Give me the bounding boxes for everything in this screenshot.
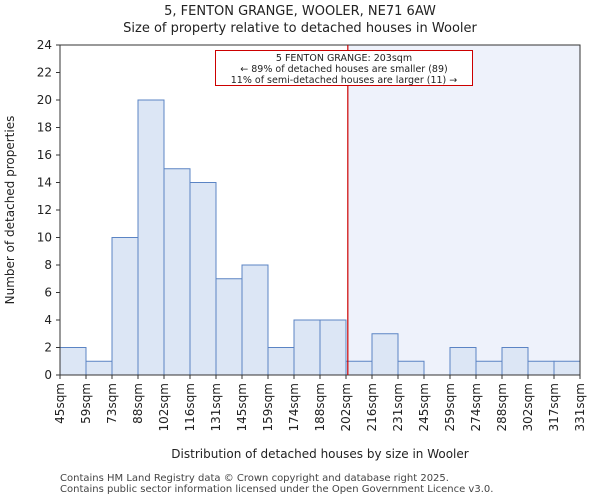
- y-tick-label: 14: [37, 176, 52, 190]
- y-tick-label: 2: [44, 341, 52, 355]
- x-tick-label: 145sqm: [235, 383, 249, 431]
- x-tick-label: 174sqm: [287, 383, 301, 431]
- bar-45sqm: [59, 347, 87, 376]
- x-tick-label: 302sqm: [521, 383, 535, 431]
- x-tick-label: 231sqm: [391, 383, 405, 431]
- bar-216sqm: [371, 333, 399, 376]
- highlight-region: [347, 45, 580, 375]
- x-tick-label: 202sqm: [339, 383, 353, 431]
- bar-202sqm: [345, 360, 373, 376]
- y-tick-label: 20: [37, 93, 52, 107]
- x-tick-label: 73sqm: [105, 383, 119, 424]
- bar-274sqm: [475, 360, 503, 376]
- bar-188sqm: [319, 319, 347, 376]
- y-tick-label: 0: [44, 368, 52, 382]
- bar-159sqm: [267, 347, 295, 376]
- x-tick-label: 216sqm: [365, 383, 379, 431]
- x-axis-label: Distribution of detached houses by size …: [171, 447, 468, 461]
- x-tick-label: 45sqm: [53, 383, 67, 424]
- x-tick-label: 259sqm: [443, 383, 457, 431]
- bar-131sqm: [215, 278, 243, 376]
- y-tick-label: 6: [44, 286, 52, 300]
- bar-88sqm: [137, 99, 165, 376]
- chart-subtitle: Size of property relative to detached ho…: [123, 21, 477, 36]
- annotation-line-1: 5 FENTON GRANGE: 203sqm: [275, 53, 413, 64]
- annotation-line-2: ← 89% of detached houses are smaller (89…: [240, 64, 448, 75]
- property-annotation-box: 5 FENTON GRANGE: 203sqm ← 89% of detache…: [215, 50, 473, 86]
- x-tick-label: 188sqm: [313, 383, 327, 431]
- y-tick-label: 18: [37, 121, 52, 135]
- bar-116sqm: [189, 182, 217, 376]
- x-tick-label: 288sqm: [495, 383, 509, 431]
- bar-259sqm: [449, 347, 477, 376]
- x-tick-label: 159sqm: [261, 383, 275, 431]
- y-tick-label: 10: [37, 231, 52, 245]
- y-tick-label: 8: [44, 258, 52, 272]
- y-tick-label: 12: [37, 203, 52, 217]
- bar-73sqm: [111, 237, 139, 376]
- bar-174sqm: [293, 319, 321, 376]
- bar-288sqm: [501, 347, 529, 376]
- annotation-line-3: 11% of semi-detached houses are larger (…: [230, 75, 458, 86]
- x-tick-label: 131sqm: [209, 383, 223, 431]
- x-tick-label: 88sqm: [131, 383, 145, 424]
- bar-102sqm: [163, 168, 191, 376]
- x-tick-label: 59sqm: [79, 383, 93, 424]
- footer-licence: Contains public sector information licen…: [60, 484, 494, 495]
- bar-145sqm: [241, 264, 269, 376]
- y-tick-label: 22: [37, 66, 52, 80]
- footer-copyright: Contains HM Land Registry data © Crown c…: [60, 473, 449, 484]
- x-tick-label: 274sqm: [469, 383, 483, 431]
- bar-59sqm: [85, 360, 113, 376]
- bar-302sqm: [527, 360, 555, 376]
- y-tick-label: 16: [37, 148, 52, 162]
- x-tick-label: 317sqm: [547, 383, 561, 431]
- x-tick-label: 331sqm: [573, 383, 587, 431]
- x-tick-label: 116sqm: [183, 383, 197, 431]
- bar-317sqm: [553, 360, 581, 376]
- bar-231sqm: [397, 360, 425, 376]
- x-tick-label: 245sqm: [417, 383, 431, 431]
- y-tick-label: 4: [44, 313, 52, 327]
- y-tick-label: 24: [37, 38, 52, 52]
- y-axis-label: Number of detached properties: [3, 116, 17, 305]
- chart-title: 5, FENTON GRANGE, WOOLER, NE71 6AW: [164, 4, 436, 19]
- x-tick-label: 102sqm: [157, 383, 171, 431]
